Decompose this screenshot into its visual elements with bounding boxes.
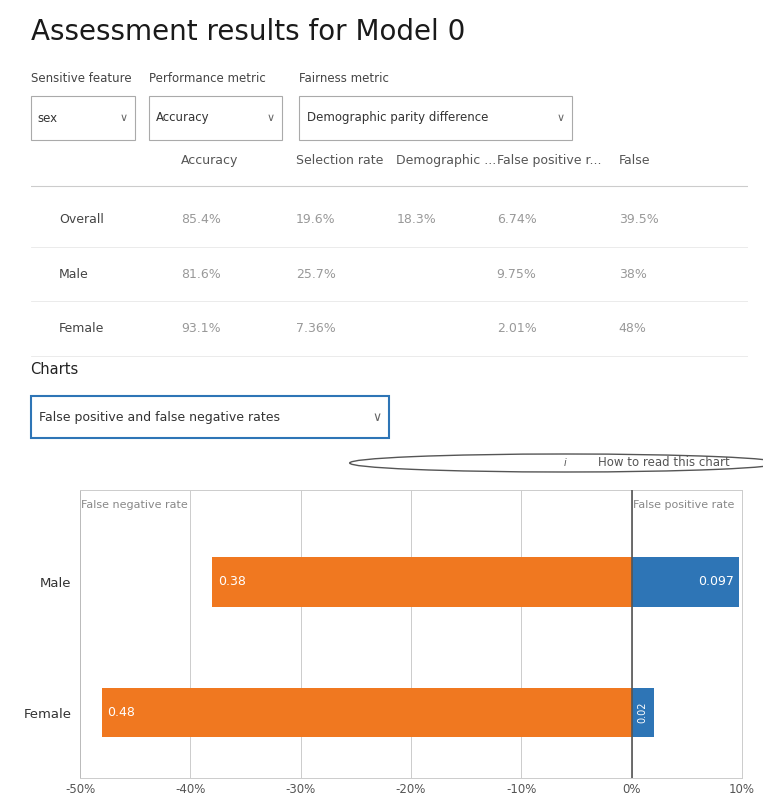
Text: 81.6%: 81.6%: [181, 268, 221, 280]
Text: Male: Male: [60, 268, 89, 280]
Bar: [632, 688, 654, 737]
Text: 0.48: 0.48: [108, 706, 136, 719]
Bar: [632, 557, 739, 606]
FancyBboxPatch shape: [149, 96, 282, 140]
Text: Charts: Charts: [31, 362, 79, 377]
Text: 7.36%: 7.36%: [296, 322, 336, 335]
Text: 2.01%: 2.01%: [497, 322, 536, 335]
Text: False negative rate: False negative rate: [81, 501, 188, 510]
Text: 19.6%: 19.6%: [296, 213, 336, 226]
Text: Assessment results for Model 0: Assessment results for Model 0: [31, 19, 465, 47]
Text: False positive and false negative rates: False positive and false negative rates: [39, 411, 280, 424]
Text: Demographic parity difference: Demographic parity difference: [307, 111, 488, 124]
Text: Female: Female: [60, 322, 105, 335]
Text: Sensitive feature: Sensitive feature: [31, 72, 131, 85]
Bar: [102, 688, 632, 737]
Text: sex: sex: [37, 111, 58, 124]
Text: 38%: 38%: [619, 268, 646, 280]
Text: 0.02: 0.02: [638, 702, 648, 723]
Text: False: False: [619, 154, 650, 168]
Text: ∨: ∨: [373, 411, 382, 424]
FancyBboxPatch shape: [299, 96, 572, 140]
Text: 0.097: 0.097: [698, 575, 734, 588]
Text: ∨: ∨: [557, 113, 565, 123]
Text: Accuracy: Accuracy: [156, 111, 210, 124]
Text: 93.1%: 93.1%: [181, 322, 221, 335]
Text: 0.38: 0.38: [218, 575, 246, 588]
FancyBboxPatch shape: [31, 96, 134, 140]
Bar: [212, 557, 632, 606]
Text: Performance metric: Performance metric: [149, 72, 266, 85]
Text: Overall: Overall: [60, 213, 104, 226]
Text: Demographic ...: Demographic ...: [396, 154, 497, 168]
Text: Fairness metric: Fairness metric: [299, 72, 389, 85]
Text: Selection rate: Selection rate: [296, 154, 383, 168]
Text: 39.5%: 39.5%: [619, 213, 658, 226]
Text: 9.75%: 9.75%: [497, 268, 536, 280]
Text: Accuracy: Accuracy: [181, 154, 239, 168]
Text: 85.4%: 85.4%: [181, 213, 221, 226]
Text: False positive rate: False positive rate: [633, 501, 734, 510]
Text: 48%: 48%: [619, 322, 646, 335]
Text: False positive r...: False positive r...: [497, 154, 601, 168]
Text: 25.7%: 25.7%: [296, 268, 336, 280]
Text: ∨: ∨: [119, 113, 127, 123]
Text: 6.74%: 6.74%: [497, 213, 536, 226]
Text: ∨: ∨: [266, 113, 275, 123]
Text: 18.3%: 18.3%: [396, 213, 436, 226]
Text: i: i: [563, 458, 566, 468]
Text: How to read this chart: How to read this chart: [598, 456, 729, 470]
FancyBboxPatch shape: [31, 397, 389, 438]
